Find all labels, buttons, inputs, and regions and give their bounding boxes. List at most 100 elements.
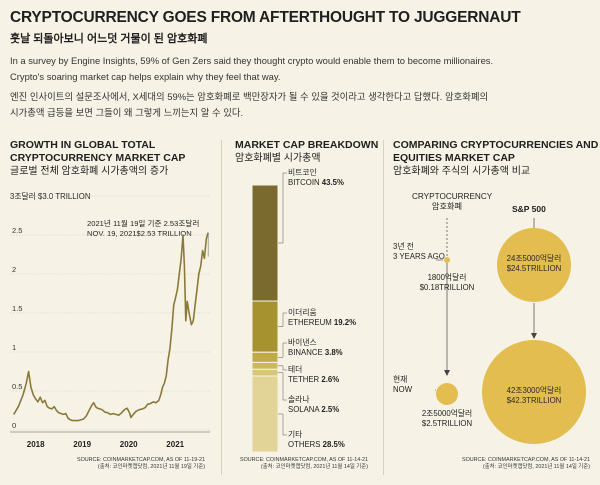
y-tick-label: 1 [12, 343, 16, 352]
growth-source: SOURCE: COINMARKETCAP.COM, AS OF 11-19-2… [77, 457, 205, 471]
crypto-now-bubble [436, 383, 458, 405]
segment-label: 이더리움 ETHEREUM 19.2% [288, 308, 356, 328]
sp-now-bubble [482, 340, 586, 444]
x-tick-label: 2019 [73, 440, 91, 449]
segment-label-kr: 솔라나 [288, 395, 310, 404]
comparing-title-kr: 암호화폐와 주식의 시가총액 비교 [393, 166, 531, 177]
comparing-title-line-1: COMPARING CRYPTOCURRENCIES AND [393, 139, 599, 151]
segment-label-en: TETHER 2.6% [288, 375, 340, 384]
segment-label-kr: 비트코인 [288, 168, 317, 177]
comparing-title-line-2: EQUITIES MARKET CAP [393, 152, 515, 164]
segment-label-kr: 바이낸스 [288, 338, 317, 347]
y-tick-label: 0.5 [12, 382, 22, 391]
sp-past-en: $24.5TRILLION [506, 264, 562, 273]
leader-line [278, 413, 287, 436]
sp-now-en: $42.3TRILLION [506, 396, 562, 405]
sp-past-bubble [497, 228, 571, 302]
leader-line [278, 342, 287, 358]
leader-line [278, 365, 287, 371]
growth-unit-label: 3조달러 $3.0 TRILLION [10, 192, 91, 201]
intro-en-line-1: In a survey by Engine Insights, 59% of G… [10, 55, 494, 66]
y-tick-label: 1.5 [12, 304, 22, 313]
segment-label: 비트코인 BITCOIN 43.5% [288, 168, 344, 188]
segment-label-kr: 이더리움 [288, 308, 317, 317]
col-crypto-en: CRYPTOCURRENCY [412, 192, 493, 201]
breakdown-source-kr: (출처: 코인마켓캡닷컴, 2021년 11월 14일 기준) [260, 464, 368, 470]
row-past-en: 3 YEARS AGO [393, 252, 445, 261]
row-now-label: 현재 NOW [393, 375, 412, 395]
divider [221, 140, 222, 475]
annotation-kr: 2021년 11월 19일 기준 2.53조달러 [87, 219, 200, 228]
intro-text: In a survey by Engine Insights, 59% of G… [10, 54, 590, 122]
y-tick-label: 2.5 [12, 226, 22, 235]
growth-title-line-1: GROWTH IN GLOBAL TOTAL [10, 139, 156, 151]
row-now-kr: 현재 [393, 375, 408, 384]
crypto-now-kr: 2조5000억달러 [421, 409, 473, 418]
leader-line [278, 172, 287, 244]
col-crypto-header: CRYPTOCURRENCY 암호화폐 [412, 192, 493, 212]
sp-now-value: 42조3000억달러 $42.3TRILLION [492, 386, 576, 406]
arrow-head-icon [444, 370, 450, 376]
segment-label: 기타 OTHERS 28.5% [288, 430, 345, 450]
growth-title-kr: 글로벌 전체 암호화폐 시가총액의 증가 [10, 166, 169, 177]
x-tick-label: 2018 [27, 440, 45, 449]
segment-label-en: BITCOIN 43.5% [288, 178, 344, 187]
growth-annotation: 2021년 11월 19일 기준 2.53조달러 NOV. 19, 2021$2… [87, 219, 199, 239]
x-tick-label: 2020 [120, 440, 138, 449]
market-cap-line [13, 232, 209, 422]
sp-past-kr: 24조5000억달러 [506, 254, 562, 263]
crypto-now-en: $2.5TRILLION [421, 419, 473, 428]
crypto-past-en: $0.18TRILLION [419, 283, 475, 292]
segment-label-en: ETHEREUM 19.2% [288, 318, 357, 327]
breakdown-source-en: SOURCE: COINMARKETCAP.COM, AS OF 11-14-2… [239, 457, 368, 463]
crypto-past-bubble [444, 257, 450, 263]
segment-label-en: SOLANA 2.5% [288, 405, 340, 414]
page-subtitle: 훗날 되돌아보니 어느덧 거물이 된 암호화폐 [10, 33, 208, 45]
intro-en-line-2: Crypto's soaring market cap helps explai… [10, 71, 281, 82]
col-sp-header: S&P 500 [512, 204, 546, 214]
growth-title: GROWTH IN GLOBAL TOTAL CRYPTOCURRENCY MA… [10, 139, 185, 165]
growth-source-en: SOURCE: COINMARKETCAP.COM, AS OF 11-19-2… [76, 457, 205, 463]
page-title: CRYPTOCURRENCY GOES FROM AFTERTHOUGHT TO… [10, 9, 521, 26]
breakdown-title-kr: 암호화폐별 시가총액 [235, 153, 321, 164]
segment-percent: 28.5% [322, 440, 345, 449]
segment-percent: 2.5% [321, 405, 340, 414]
segment-label-en: OTHERS 28.5% [288, 440, 345, 449]
segment-percent: 19.2% [333, 318, 357, 327]
comparing-source: SOURCE: COINMARKETCAP.COM, AS OF 11-14-2… [462, 457, 590, 471]
comparing-source-kr: (출처: 코인마켓캡닷컴, 2021년 11월 14일 기준) [482, 464, 590, 470]
segment-percent: 43.5% [321, 178, 344, 187]
leader-line [278, 372, 287, 401]
x-tick-label: 2021 [166, 440, 184, 449]
segment-label: 솔라나 SOLANA 2.5% [288, 395, 339, 415]
segment-label-kr: 테더 [288, 365, 303, 374]
col-crypto-kr: 암호화폐 [431, 202, 463, 211]
bar-segment-bitcoin [251, 184, 279, 302]
crypto-past-value: 1800억달러 $0.18TRILLION [412, 273, 482, 293]
crypto-past-kr: 1800억달러 [427, 273, 467, 282]
intro-kr-line-1: 엔진 인사이트의 설문조사에서, X세대의 59%는 암호화폐로 백만장자가 될… [10, 91, 489, 102]
row-now-en: NOW [393, 385, 413, 394]
segment-label-en: BINANCE 3.8% [288, 348, 343, 357]
sp-past-value: 24조5000억달러 $24.5TRILLION [492, 254, 576, 274]
y-tick-label: 2 [12, 265, 16, 274]
segment-label: 테더 TETHER 2.6% [288, 365, 339, 385]
growth-source-kr: (출처: 코인마켓캡닷컴, 2021년 11월 19일 기준) [97, 464, 205, 470]
comparing-source-en: SOURCE: COINMARKETCAP.COM, AS OF 11-14-2… [461, 457, 590, 463]
sp-now-kr: 42조3000억달러 [506, 386, 562, 395]
arrow-head-icon [531, 333, 537, 339]
segment-label: 바이낸스 BINANCE 3.8% [288, 338, 343, 358]
segment-percent: 3.8% [324, 348, 343, 357]
comparing-title: COMPARING CRYPTOCURRENCIES AND EQUITIES … [393, 139, 598, 165]
crypto-now-value: 2조5000억달러 $2.5TRILLION [412, 409, 482, 429]
annotation-en: NOV. 19, 2021$2.53 TRILLION [87, 229, 192, 238]
segment-label-kr: 기타 [288, 430, 303, 439]
leader-line [278, 312, 287, 327]
growth-title-line-2: CRYPTOCURRENCY MARKET CAP [10, 152, 186, 164]
row-past-label: 3년 전 3 YEARS AGO [393, 242, 445, 262]
segment-percent: 2.6% [321, 375, 340, 384]
breakdown-title: MARKET CAP BREAKDOWN [235, 139, 379, 151]
